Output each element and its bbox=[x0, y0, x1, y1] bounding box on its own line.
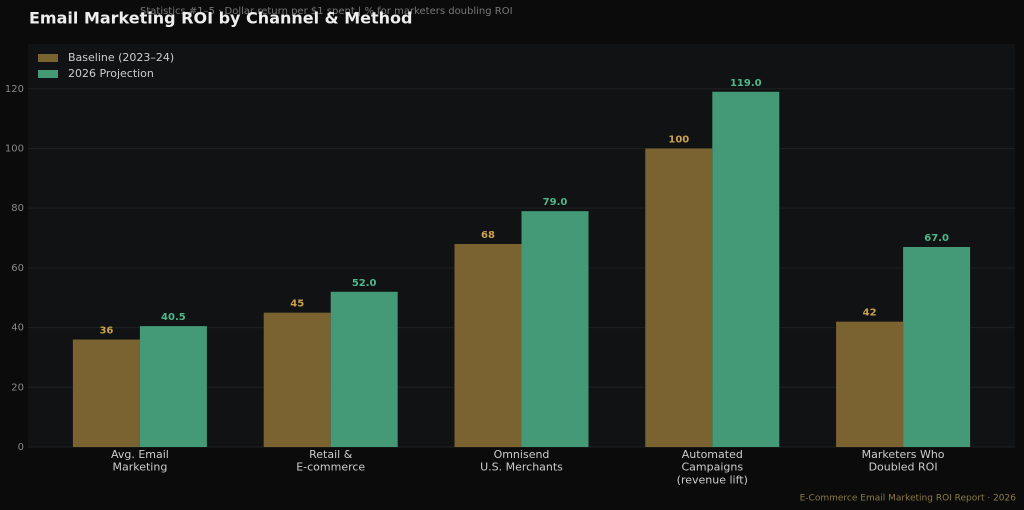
y-tick-label: 60 bbox=[11, 263, 24, 274]
bar bbox=[836, 321, 904, 447]
x-tick-label: Retail & E-commerce bbox=[296, 448, 365, 474]
value-label: 40.5 bbox=[161, 312, 186, 323]
y-tick-label: 120 bbox=[5, 84, 24, 95]
bar bbox=[263, 312, 331, 447]
y-tick-label: 0 bbox=[18, 442, 24, 453]
value-label: 68 bbox=[481, 230, 495, 241]
value-label: 52.0 bbox=[352, 278, 377, 289]
x-tick-label: Marketers Who Doubled ROI bbox=[862, 448, 945, 474]
bar bbox=[903, 246, 971, 447]
value-label: 79.0 bbox=[543, 197, 568, 208]
y-tick-label: 40 bbox=[11, 323, 24, 334]
bar bbox=[139, 326, 207, 447]
y-tick-label: 20 bbox=[11, 382, 24, 393]
bar bbox=[521, 211, 589, 447]
value-label: 119.0 bbox=[730, 78, 762, 89]
x-tick-label: Avg. Email Marketing bbox=[111, 448, 169, 474]
legend-swatch bbox=[38, 54, 58, 62]
value-label: 67.0 bbox=[924, 233, 949, 244]
value-label: 42 bbox=[863, 308, 877, 319]
footer: E-Commerce Email Marketing ROI Report · … bbox=[800, 494, 1017, 504]
legend-swatch bbox=[38, 70, 58, 78]
bar bbox=[645, 148, 713, 447]
chart-subtitle: Statistics #1–5 · Dollar return per $1 s… bbox=[140, 6, 513, 17]
y-tick-label: 80 bbox=[11, 203, 24, 214]
legend-label: 2026 Projection bbox=[68, 67, 154, 80]
value-label: 36 bbox=[99, 326, 113, 337]
bar bbox=[330, 291, 398, 447]
x-tick-label: Omnisend U.S. Merchants bbox=[480, 448, 563, 474]
bar bbox=[72, 339, 140, 447]
value-label: 100 bbox=[668, 134, 689, 145]
bar bbox=[454, 244, 522, 447]
value-label: 45 bbox=[290, 299, 304, 310]
y-tick-label: 100 bbox=[5, 143, 24, 154]
bar bbox=[712, 91, 780, 447]
chart-title: Email Marketing ROI by Channel & Method bbox=[29, 9, 412, 28]
legend-label: Baseline (2023–24) bbox=[68, 51, 174, 64]
x-tick-label: Automated Campaigns (revenue lift) bbox=[677, 448, 748, 486]
